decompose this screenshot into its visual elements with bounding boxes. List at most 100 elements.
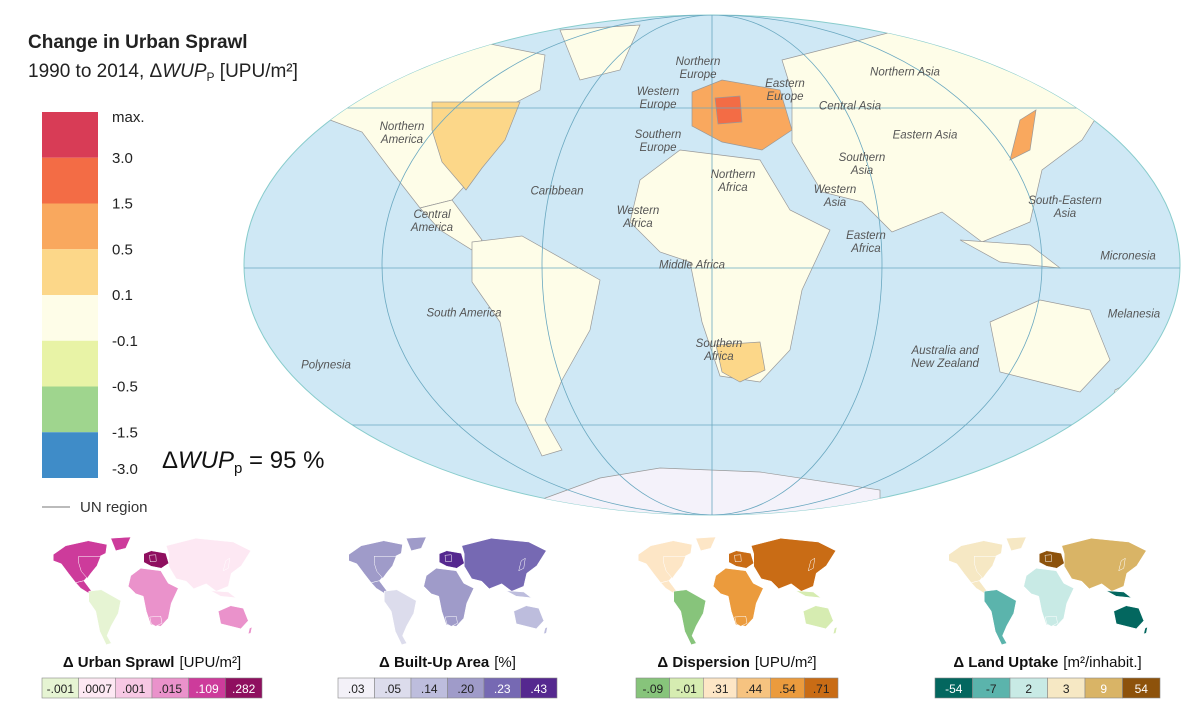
scale-label: .015: [159, 682, 183, 696]
scale-cell: [804, 677, 839, 699]
region-label: Western Asia: [813, 184, 857, 209]
panel-unit: [UPU/m²]: [179, 654, 241, 671]
small-land: [423, 567, 475, 627]
legend-label: -0.1: [112, 333, 138, 350]
scale-label: .14: [421, 682, 438, 696]
region-label: South-Eastern Asia: [1028, 195, 1102, 220]
scale-cell: [520, 677, 558, 699]
subtitle-part: P: [207, 70, 215, 84]
region-label: Polynesia: [301, 359, 351, 372]
small-land: [405, 536, 427, 552]
small-land: [444, 615, 458, 627]
small-land: [984, 589, 1017, 646]
summary-part: WUP: [178, 447, 234, 474]
panel-title: Δ Dispersion [UPU/m²]: [657, 654, 816, 671]
graticule: [244, 15, 1180, 515]
small-land: [795, 590, 822, 599]
scale-label: .03: [348, 682, 365, 696]
region-label: Northern America: [379, 121, 425, 146]
scale-label: -54: [945, 682, 963, 696]
scale-label: .001: [122, 682, 146, 696]
subtitle-part: 1990 to 2014, Δ: [28, 61, 162, 82]
scale-cell: [225, 677, 263, 699]
small-land: [695, 536, 717, 552]
scale-label: .0007: [82, 682, 112, 696]
panel-title: Δ Built-Up Area [%]: [379, 654, 516, 671]
small-land: [374, 556, 397, 579]
legend-label: max.: [112, 109, 145, 126]
legend-swatch: [42, 386, 98, 433]
small-map: [348, 536, 548, 646]
legend-swatch: [42, 295, 98, 341]
legend-swatch: [42, 340, 98, 387]
small-land: [832, 626, 838, 635]
small-map: [53, 536, 253, 646]
panel-unit: [UPU/m²]: [755, 654, 817, 671]
panel-title-main: Δ Land Uptake: [953, 654, 1058, 671]
small-land: [149, 615, 163, 627]
small-land: [802, 605, 834, 630]
scale-label: 9: [1100, 682, 1107, 696]
land-jp: [1009, 109, 1037, 161]
scale-label: -7: [986, 682, 997, 696]
panel-title: Δ Urban Sprawl [UPU/m²]: [63, 654, 241, 671]
small-land: [1113, 605, 1145, 630]
scale-label: 2: [1025, 682, 1032, 696]
small-land: [1061, 537, 1147, 592]
land-au: [989, 299, 1111, 393]
small-land: [663, 556, 687, 579]
region-label: Australia and New Zealand: [911, 345, 979, 370]
small-land: [1044, 554, 1053, 563]
small-land: [1005, 536, 1027, 552]
scale-label: .54: [779, 682, 796, 696]
summary: ΔWUPp = 95 %: [162, 447, 324, 477]
scale-label: .71: [813, 682, 830, 696]
small-land: [543, 626, 548, 635]
legend-swatch: [42, 249, 98, 295]
region-label: Central America: [410, 209, 454, 234]
region-label: Northern Asia: [870, 66, 940, 79]
region-label: Micronesia: [1100, 250, 1156, 263]
legend-swatch: [42, 157, 98, 204]
panel-unit: [%]: [494, 654, 516, 671]
small-land: [1044, 615, 1058, 627]
region-label: Southern Africa: [695, 338, 743, 363]
title: Change in Urban Sprawl: [28, 32, 248, 53]
scale-label: .23: [494, 682, 511, 696]
legend-label: 1.5: [112, 196, 133, 213]
small-map: [638, 536, 838, 646]
small-land: [750, 537, 837, 592]
small-land: [210, 590, 237, 599]
legend: max. 3.0 1.5 0.5 0.1 -0.1 -0.5 -1.5 -3.0: [42, 109, 145, 478]
region-label: Melanesia: [1107, 308, 1161, 321]
region-label: Southern Asia: [838, 152, 886, 177]
land-saf: [715, 341, 766, 383]
summary-part: = 95 %: [242, 447, 324, 474]
small-land: [513, 605, 545, 630]
scale-cell: [1122, 677, 1161, 699]
small-land: [518, 557, 526, 572]
summary-part: p: [234, 460, 242, 477]
small-land: [673, 589, 707, 646]
small-land: [384, 589, 417, 646]
small-land: [712, 567, 764, 627]
small-land: [78, 556, 102, 579]
small-land: [247, 626, 253, 635]
small-land: [734, 554, 742, 563]
panel-title: Δ Land Uptake [m²/inhabit.]: [953, 654, 1141, 671]
scale-label: .05: [384, 682, 401, 696]
small-land: [807, 557, 816, 572]
small-land: [734, 615, 748, 627]
subtitle: 1990 to 2014, ΔWUPP [UPU/m²]: [28, 61, 298, 84]
legend-label: 0.5: [112, 241, 133, 258]
panel-title-main: Δ Dispersion: [657, 654, 749, 671]
small-land: [149, 554, 157, 563]
region-label: Eastern Europe: [765, 78, 805, 103]
scale-label: 54: [1135, 682, 1149, 696]
small-maps: Δ Urban Sprawl [UPU/m²]-.001.0007.001.015…: [41, 536, 1161, 699]
scale-label: .31: [712, 682, 729, 696]
region-label: Northern Africa: [710, 169, 756, 194]
region-label: Western Europe: [636, 86, 680, 111]
